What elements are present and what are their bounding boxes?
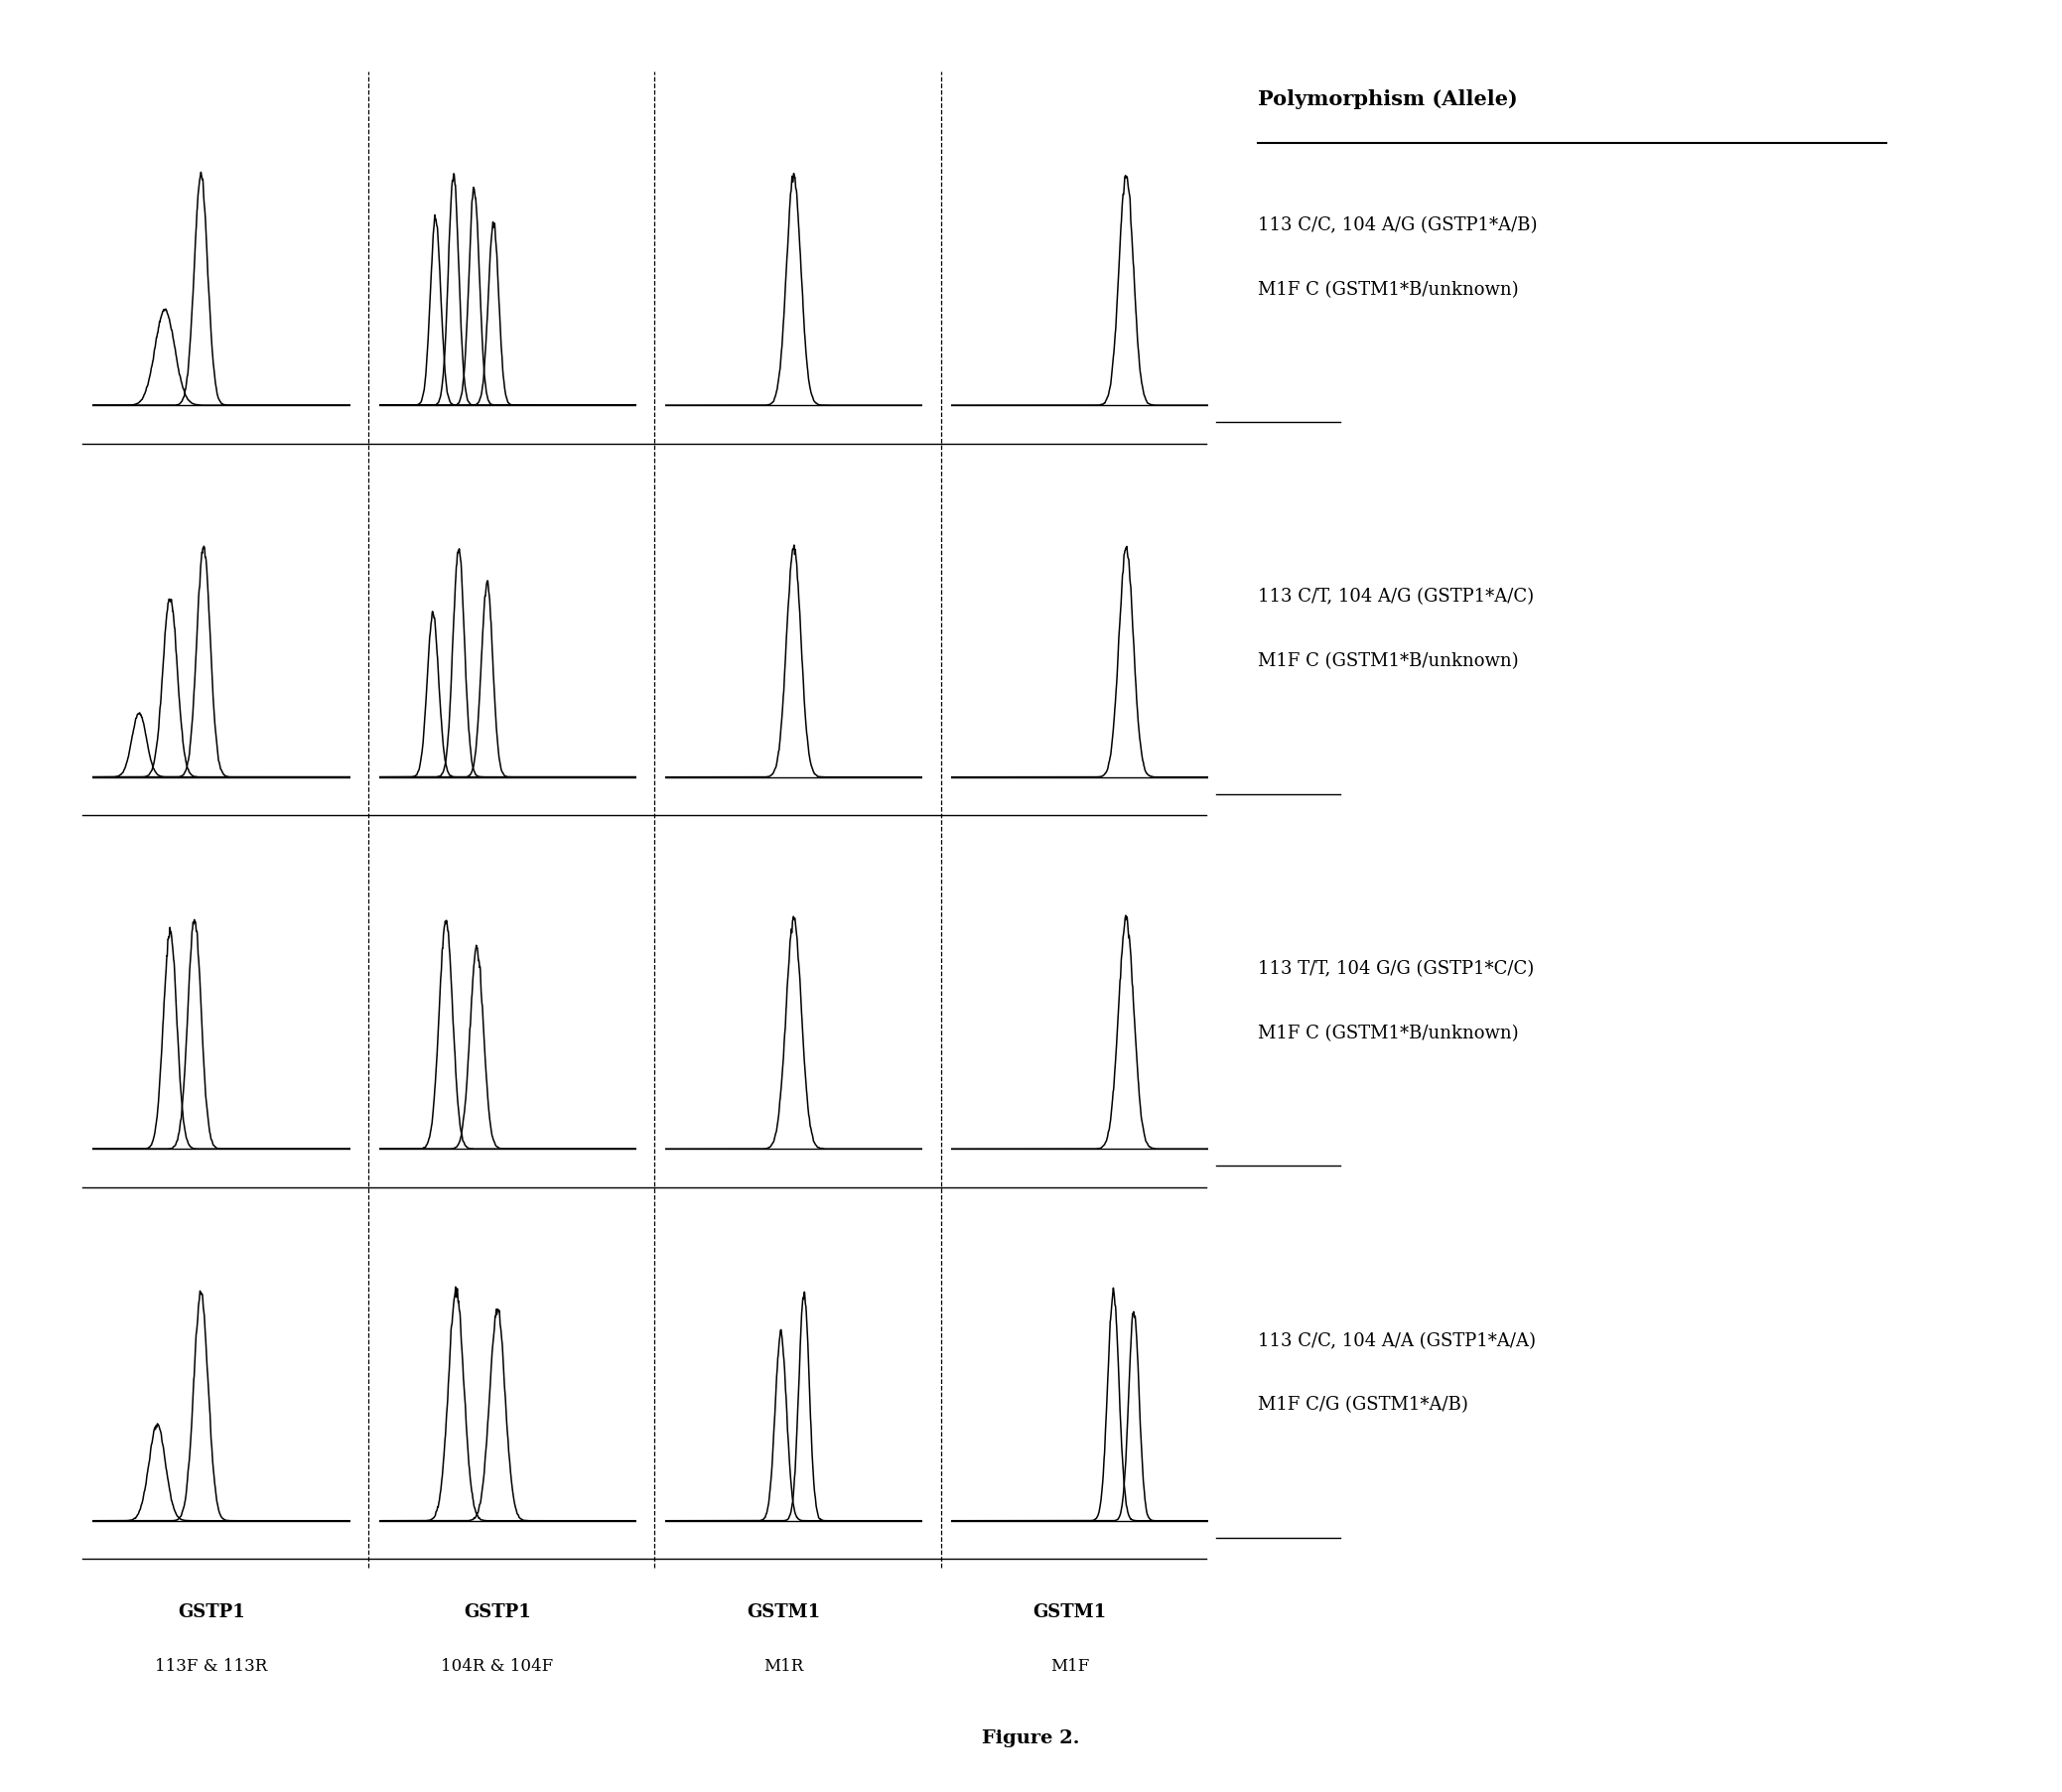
Text: Figure 2.: Figure 2. bbox=[982, 1729, 1080, 1747]
Text: GSTP1: GSTP1 bbox=[177, 1604, 245, 1622]
Text: M1F C (GSTM1*B/unknown): M1F C (GSTM1*B/unknown) bbox=[1258, 652, 1518, 670]
Text: 104R & 104F: 104R & 104F bbox=[441, 1658, 553, 1674]
Text: 113F & 113R: 113F & 113R bbox=[155, 1658, 268, 1674]
Text: GSTM1: GSTM1 bbox=[746, 1604, 821, 1622]
Text: M1F: M1F bbox=[1050, 1658, 1089, 1674]
Text: 113 T/T, 104 G/G (GSTP1*C/C): 113 T/T, 104 G/G (GSTP1*C/C) bbox=[1258, 961, 1534, 978]
Text: 113 C/T, 104 A/G (GSTP1*A/C): 113 C/T, 104 A/G (GSTP1*A/C) bbox=[1258, 588, 1534, 606]
Text: M1F C/G (GSTM1*A/B): M1F C/G (GSTM1*A/B) bbox=[1258, 1396, 1468, 1414]
Text: 113 C/C, 104 A/G (GSTP1*A/B): 113 C/C, 104 A/G (GSTP1*A/B) bbox=[1258, 217, 1538, 235]
Text: M1F C (GSTM1*B/unknown): M1F C (GSTM1*B/unknown) bbox=[1258, 1025, 1518, 1043]
Text: M1R: M1R bbox=[763, 1658, 804, 1674]
Text: GSTP1: GSTP1 bbox=[464, 1604, 530, 1622]
Text: 113 C/C, 104 A/A (GSTP1*A/A): 113 C/C, 104 A/A (GSTP1*A/A) bbox=[1258, 1331, 1536, 1349]
Text: Polymorphism (Allele): Polymorphism (Allele) bbox=[1258, 90, 1518, 109]
Text: GSTM1: GSTM1 bbox=[1033, 1604, 1107, 1622]
Text: M1F C (GSTM1*B/unknown): M1F C (GSTM1*B/unknown) bbox=[1258, 281, 1518, 299]
